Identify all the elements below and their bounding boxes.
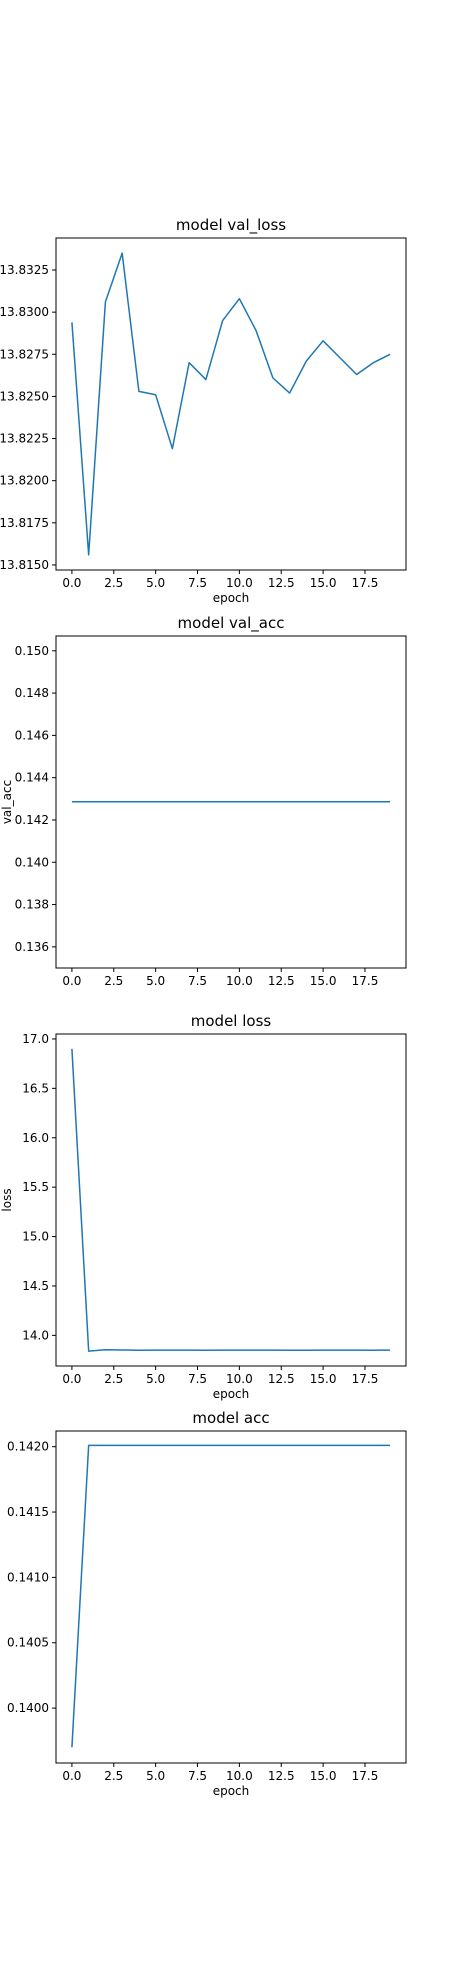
x-tick-label: 15.0: [310, 576, 337, 590]
x-tick-label: 0.0: [62, 974, 81, 988]
chart-title: model acc: [192, 1409, 269, 1427]
y-tick-label: 13.8150: [0, 558, 49, 572]
x-tick-label: 7.5: [188, 1372, 207, 1386]
x-tick-label: 17.5: [352, 974, 379, 988]
x-tick-label: 15.0: [310, 974, 337, 988]
y-tick-label: 0.148: [15, 686, 49, 700]
y-tick-label: 13.8325: [0, 263, 49, 277]
x-tick-label: 0.0: [62, 1769, 81, 1783]
x-tick-label: 0.0: [62, 576, 81, 590]
x-tick-label: 10.0: [226, 974, 253, 988]
x-tick-label: 12.5: [268, 1372, 295, 1386]
y-tick-label: 13.8200: [0, 474, 49, 488]
y-tick-label: 15.5: [22, 1180, 49, 1194]
x-tick-label: 17.5: [352, 1372, 379, 1386]
axes-frame: [55, 1033, 407, 1367]
chart-panel: model loss 0.0 2.5 5.0 7.5 10.0 12.5 15.0 17.5 14…: [0, 1012, 407, 1401]
x-tick-label: 12.5: [268, 1769, 295, 1783]
x-tick-label: 7.5: [188, 1769, 207, 1783]
y-tick-label: 14.5: [22, 1279, 49, 1293]
x-tick-label: 17.5: [352, 1769, 379, 1783]
x-tick-label: 5.0: [146, 1769, 165, 1783]
x-tick-label: 15.0: [310, 1372, 337, 1386]
x-tick-label: 15.0: [310, 1769, 337, 1783]
axes-frame: [55, 635, 407, 969]
x-tick-label: 7.5: [188, 974, 207, 988]
x-tick-label: 10.0: [226, 1769, 253, 1783]
y-axis-label: loss: [0, 1188, 14, 1211]
chart-title: model val_acc: [178, 614, 285, 633]
y-tick-label: 13.8300: [0, 305, 49, 319]
x-tick-label: 5.0: [146, 576, 165, 590]
x-tick-label: 2.5: [104, 576, 123, 590]
y-tick-label: 16.5: [22, 1081, 49, 1095]
x-axis-label: epoch: [213, 1387, 250, 1401]
y-tick-label: 13.8275: [0, 347, 49, 361]
y-tick-label: 0.1405: [7, 1636, 49, 1650]
x-tick-label: 12.5: [268, 974, 295, 988]
axes-frame: [55, 1430, 407, 1764]
y-tick-label: 0.136: [15, 940, 49, 954]
x-tick-label: 2.5: [104, 1769, 123, 1783]
y-axis-label: val_acc: [0, 780, 14, 824]
axes-frame: [55, 237, 407, 571]
y-tick-label: 0.1410: [7, 1570, 49, 1584]
x-tick-label: 10.0: [226, 576, 253, 590]
x-tick-label: 10.0: [226, 1372, 253, 1386]
y-tick-label: 13.8225: [0, 432, 49, 446]
chart-title: model loss: [191, 1012, 272, 1030]
series-line: [71, 252, 391, 556]
y-tick-label: 17.0: [22, 1032, 49, 1046]
x-tick-label: 2.5: [104, 974, 123, 988]
x-tick-label: 5.0: [146, 974, 165, 988]
x-tick-label: 12.5: [268, 576, 295, 590]
y-tick-label: 0.1400: [7, 1701, 49, 1715]
y-tick-label: 0.1415: [7, 1505, 49, 1519]
chart-title: model val_loss: [176, 216, 286, 235]
series-line: [71, 1048, 391, 1352]
x-tick-label: 5.0: [146, 1372, 165, 1386]
x-tick-label: 2.5: [104, 1372, 123, 1386]
x-tick-label: 0.0: [62, 1372, 81, 1386]
series-line: [71, 1444, 391, 1748]
y-tick-label: 0.140: [15, 855, 49, 869]
x-axis-label: epoch: [213, 591, 250, 605]
chart-panel: model val_loss 0.0 2.5 5.0 7.5 10.0 12.5 15.0 17…: [0, 216, 407, 605]
chart-panel: model val_acc 0.0 2.5 5.0 7.5 10.0 12.5 15.0 17.…: [0, 614, 407, 988]
y-tick-label: 15.0: [22, 1230, 49, 1244]
y-tick-label: 14.0: [22, 1328, 49, 1342]
x-axis-label: epoch: [213, 1784, 250, 1798]
chart-panel: model acc 0.0 2.5 5.0 7.5 10.0 12.5 15.0 17.5 0.1…: [7, 1409, 407, 1798]
x-tick-label: 17.5: [352, 576, 379, 590]
y-tick-label: 13.8250: [0, 389, 49, 403]
x-tick-label: 7.5: [188, 576, 207, 590]
y-tick-label: 0.138: [15, 898, 49, 912]
y-tick-label: 16.0: [22, 1131, 49, 1145]
y-tick-label: 0.142: [15, 813, 49, 827]
y-tick-label: 13.8175: [0, 516, 49, 530]
y-tick-label: 0.1420: [7, 1440, 49, 1454]
y-tick-label: 0.146: [15, 728, 49, 742]
y-tick-label: 0.150: [15, 644, 49, 658]
y-tick-label: 0.144: [15, 771, 49, 785]
